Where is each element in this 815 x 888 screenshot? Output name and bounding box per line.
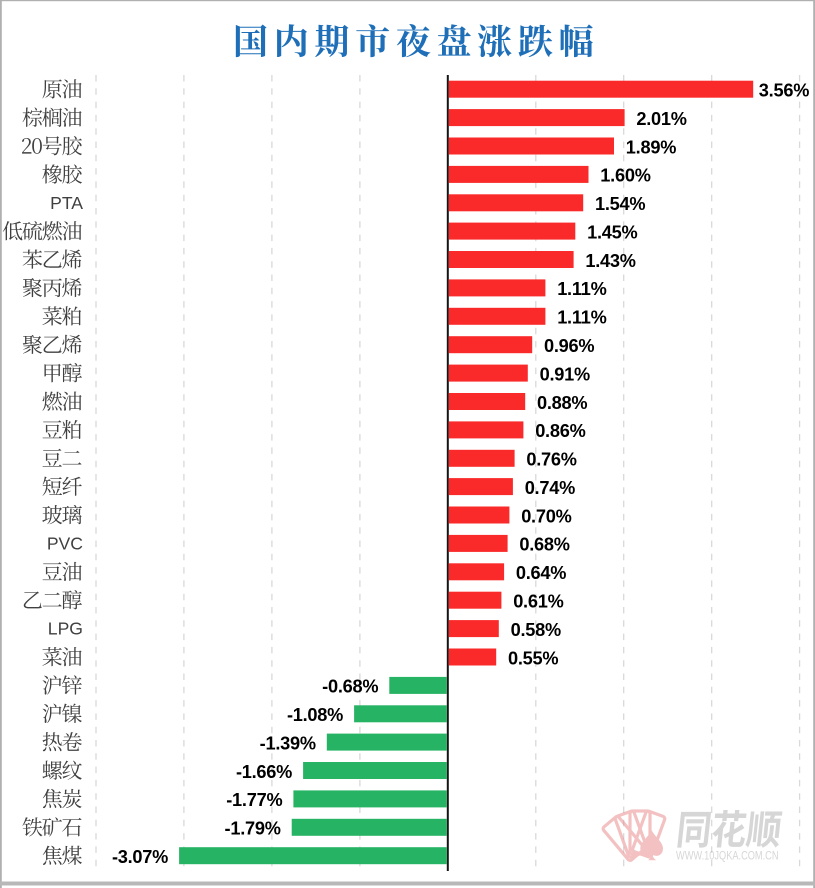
- svg-text:-1.08%: -1.08%: [287, 705, 343, 725]
- svg-text:1.54%: 1.54%: [595, 194, 645, 214]
- svg-text:0.88%: 0.88%: [537, 393, 587, 413]
- svg-text:0.64%: 0.64%: [516, 563, 566, 583]
- svg-text:PTA: PTA: [50, 193, 83, 213]
- svg-text:-1.66%: -1.66%: [236, 762, 292, 782]
- svg-text:0.61%: 0.61%: [513, 592, 563, 612]
- svg-text:0.86%: 0.86%: [535, 421, 585, 441]
- svg-text:-0.68%: -0.68%: [322, 677, 378, 697]
- svg-text:0.55%: 0.55%: [508, 648, 558, 668]
- svg-text:PVC: PVC: [47, 534, 83, 554]
- svg-text:-1.39%: -1.39%: [260, 733, 316, 753]
- svg-text:0.96%: 0.96%: [544, 336, 594, 356]
- svg-text:0.58%: 0.58%: [511, 620, 561, 640]
- svg-text:1.11%: 1.11%: [557, 279, 606, 299]
- svg-text:WWW.10JQKA.COM.CN: WWW.10JQKA.COM.CN: [676, 849, 779, 863]
- svg-text:-1.79%: -1.79%: [225, 819, 281, 839]
- svg-text:1.43%: 1.43%: [585, 251, 635, 271]
- svg-text:1.11%: 1.11%: [557, 308, 606, 328]
- svg-text:2.01%: 2.01%: [636, 109, 686, 129]
- svg-text:0.76%: 0.76%: [526, 450, 576, 470]
- svg-text:1.45%: 1.45%: [587, 222, 637, 242]
- svg-text:0.91%: 0.91%: [540, 364, 590, 384]
- svg-text:-3.07%: -3.07%: [112, 847, 168, 867]
- svg-text:3.56%: 3.56%: [759, 81, 809, 101]
- svg-text:1.89%: 1.89%: [626, 137, 676, 157]
- svg-text:-1.77%: -1.77%: [226, 790, 282, 810]
- svg-text:1.60%: 1.60%: [600, 166, 650, 186]
- svg-text:LPG: LPG: [48, 619, 83, 639]
- svg-text:0.68%: 0.68%: [519, 535, 569, 555]
- svg-text:0.70%: 0.70%: [521, 506, 571, 526]
- svg-text:0.74%: 0.74%: [525, 478, 575, 498]
